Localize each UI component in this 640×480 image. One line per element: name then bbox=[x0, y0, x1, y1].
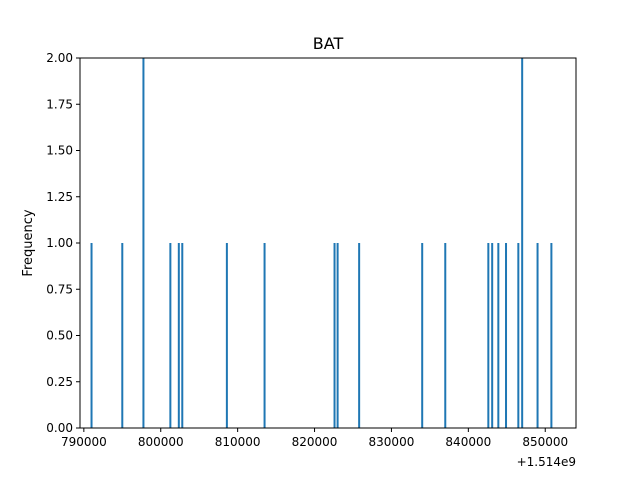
y-tick-label: 0.00 bbox=[46, 421, 73, 435]
histogram-bar bbox=[177, 243, 180, 428]
x-tick-label: 830000 bbox=[369, 435, 415, 449]
histogram-bar bbox=[169, 243, 172, 428]
histogram-bar bbox=[444, 243, 447, 428]
histogram-bar bbox=[142, 58, 145, 428]
chart-title: BAT bbox=[313, 34, 344, 53]
histogram-bar bbox=[521, 58, 524, 428]
histogram-bar bbox=[517, 243, 520, 428]
histogram-bar bbox=[225, 243, 228, 428]
histogram-bar bbox=[536, 243, 539, 428]
y-tick-label: 0.25 bbox=[46, 375, 73, 389]
x-tick-label: 790000 bbox=[61, 435, 107, 449]
histogram-bar bbox=[121, 243, 124, 428]
histogram-bar bbox=[336, 243, 339, 428]
histogram-bar bbox=[497, 243, 500, 428]
y-axis: 0.00 0.25 0.50 0.75 1.00 1.25 1.50 1.75 2.00 bbox=[46, 51, 80, 435]
histogram-bar bbox=[263, 243, 266, 428]
histogram-bar bbox=[181, 243, 184, 428]
histogram-bar bbox=[358, 243, 361, 428]
histogram-bar bbox=[487, 243, 490, 428]
bars-group bbox=[90, 58, 553, 428]
y-tick-label: 1.50 bbox=[46, 144, 73, 158]
histogram-bar bbox=[333, 243, 336, 428]
histogram-bar bbox=[421, 243, 424, 428]
x-tick-label: 850000 bbox=[522, 435, 568, 449]
y-axis-label: Frequency bbox=[21, 209, 36, 276]
y-tick-label: 2.00 bbox=[46, 51, 73, 65]
histogram-bar bbox=[491, 243, 494, 428]
x-tick-label: 810000 bbox=[215, 435, 261, 449]
x-tick-label: 820000 bbox=[292, 435, 338, 449]
y-tick-label: 1.25 bbox=[46, 190, 73, 204]
y-tick-label: 1.00 bbox=[46, 236, 73, 250]
histogram-bar bbox=[505, 243, 508, 428]
histogram-bar bbox=[550, 243, 553, 428]
x-offset-label: +1.514e9 bbox=[517, 455, 576, 469]
x-tick-label: 800000 bbox=[138, 435, 184, 449]
x-tick-label: 840000 bbox=[445, 435, 491, 449]
histogram-bar bbox=[90, 243, 93, 428]
y-tick-label: 0.50 bbox=[46, 329, 73, 343]
y-tick-label: 1.75 bbox=[46, 97, 73, 111]
x-axis: 790000 800000 810000 820000 830000 840000 8500… bbox=[61, 428, 568, 449]
y-tick-label: 0.75 bbox=[46, 282, 73, 296]
